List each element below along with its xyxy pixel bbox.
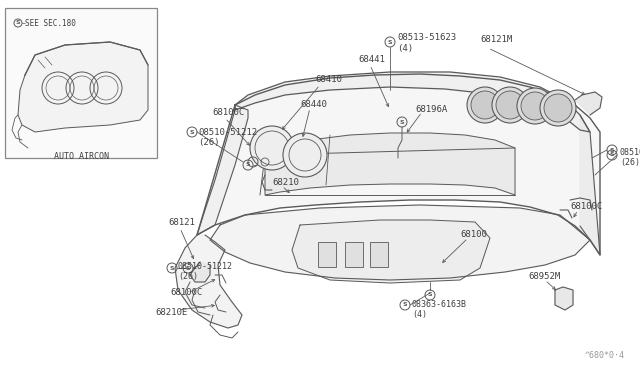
Text: 68210: 68210 — [272, 178, 299, 187]
Text: S: S — [428, 292, 432, 298]
Polygon shape — [265, 133, 515, 195]
Text: 08510-51212: 08510-51212 — [198, 128, 257, 137]
Polygon shape — [197, 74, 600, 255]
Circle shape — [517, 88, 553, 124]
Text: AUTO AIRCON: AUTO AIRCON — [54, 152, 109, 161]
Text: S: S — [610, 153, 614, 157]
Circle shape — [544, 94, 572, 122]
Circle shape — [250, 126, 294, 170]
Text: S: S — [16, 20, 20, 26]
Text: S: S — [189, 129, 195, 135]
Polygon shape — [292, 220, 490, 283]
Text: 08510-51212: 08510-51212 — [620, 148, 640, 157]
Text: S: S — [186, 266, 190, 270]
Text: S: S — [400, 119, 404, 125]
Text: (4): (4) — [412, 310, 427, 319]
Text: (4): (4) — [397, 44, 413, 52]
Text: SEE SEC.180: SEE SEC.180 — [25, 19, 76, 28]
Text: S: S — [403, 302, 407, 308]
Text: S: S — [388, 39, 392, 45]
Text: 08513-51623: 08513-51623 — [397, 33, 456, 42]
Text: (26): (26) — [198, 138, 220, 147]
Polygon shape — [18, 42, 148, 132]
Text: 68410: 68410 — [315, 75, 342, 84]
Bar — [5, 8, 157, 158]
Text: S: S — [170, 266, 174, 270]
Text: 68100C: 68100C — [212, 108, 244, 117]
Text: 68100C: 68100C — [170, 288, 202, 297]
Circle shape — [492, 87, 528, 123]
Text: (26): (26) — [620, 158, 640, 167]
Polygon shape — [190, 262, 210, 282]
Text: S: S — [610, 148, 614, 153]
Circle shape — [496, 91, 524, 119]
Text: 68210E: 68210E — [155, 308, 188, 317]
Text: 68440: 68440 — [300, 100, 327, 109]
Bar — [345, 242, 363, 267]
Text: (26): (26) — [178, 272, 198, 281]
Circle shape — [283, 133, 327, 177]
Text: 68121M: 68121M — [480, 35, 512, 44]
Polygon shape — [555, 287, 573, 310]
Polygon shape — [175, 235, 242, 328]
Text: 68121: 68121 — [168, 218, 195, 227]
Polygon shape — [197, 105, 248, 235]
Circle shape — [521, 92, 549, 120]
Bar — [370, 242, 388, 267]
Text: 68196A: 68196A — [415, 105, 447, 114]
Text: 08510-51212: 08510-51212 — [178, 262, 233, 271]
Bar — [318, 242, 336, 267]
Polygon shape — [235, 72, 590, 132]
Text: 68441: 68441 — [358, 55, 385, 64]
Text: 68952M: 68952M — [528, 272, 560, 281]
Text: S: S — [246, 163, 250, 167]
Circle shape — [540, 90, 576, 126]
Text: 68100C: 68100C — [570, 202, 602, 211]
Text: 08363-6163B: 08363-6163B — [412, 300, 467, 309]
Polygon shape — [210, 205, 590, 280]
Text: ^680*0·4: ^680*0·4 — [585, 351, 625, 360]
Circle shape — [467, 87, 503, 123]
Circle shape — [471, 91, 499, 119]
Polygon shape — [580, 115, 600, 255]
Polygon shape — [575, 92, 602, 115]
Text: 68100: 68100 — [460, 230, 487, 239]
